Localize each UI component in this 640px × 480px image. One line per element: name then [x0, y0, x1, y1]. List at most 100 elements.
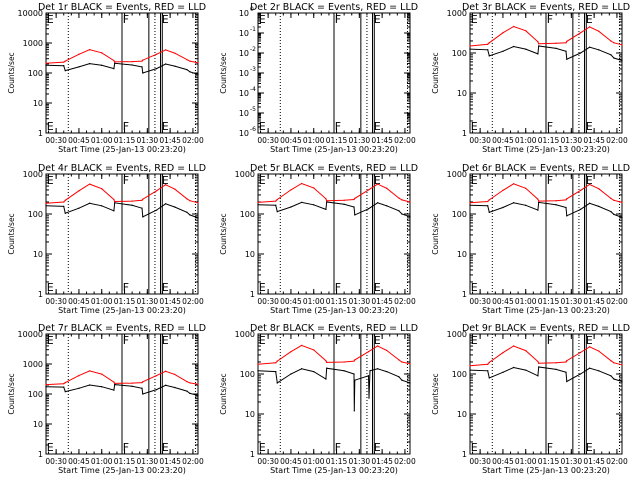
flag-letter-top: E [259, 174, 266, 187]
events-point [613, 213, 615, 215]
y-axis-label: Counts/sec [219, 52, 228, 93]
flag-letter-bottom: E [259, 281, 266, 294]
y-tick-label: 1000 [23, 170, 43, 179]
events-point [131, 64, 133, 66]
lld-point [513, 345, 515, 347]
lld-point [101, 373, 103, 375]
events-point [538, 45, 540, 47]
x-tick-label: 01:15 [538, 297, 560, 306]
events-point [610, 54, 612, 56]
events-point [131, 204, 133, 206]
y-axis-label: Counts/sec [219, 213, 228, 254]
flag-letter-top: E [374, 174, 381, 187]
flag-letter-bottom: E [374, 281, 381, 294]
lld-point [386, 187, 388, 189]
flag-letter-top: E [47, 334, 54, 347]
lld-point [538, 200, 540, 202]
events-point [354, 214, 356, 216]
y-tick-label: 1 [38, 290, 43, 299]
events-point [290, 373, 292, 375]
lld-point [89, 370, 91, 372]
y-tick-label: 100 [240, 210, 255, 219]
events-point [142, 72, 144, 74]
y-tick-label: 10 [239, 109, 249, 118]
x-tick-label: 01:00 [515, 136, 537, 145]
events-point [89, 63, 91, 65]
lld-point [401, 361, 403, 363]
events-point [189, 71, 191, 73]
lld-point [114, 200, 116, 203]
lld-point [63, 201, 65, 203]
flag-letter-bottom: E [47, 120, 54, 133]
lld-point [537, 360, 539, 363]
events-point [78, 66, 80, 68]
y-tick-label: 100 [452, 210, 467, 219]
detector-panel: Det 6r BLACK = Events, RED = LLD 1 10 100 10… [431, 163, 630, 315]
lld-point [354, 359, 356, 361]
events-point [469, 369, 471, 371]
y-tick-exponent: -3 [250, 66, 256, 73]
flag-letter-bottom: F [123, 441, 129, 454]
flag-letter-bottom: E [259, 120, 266, 133]
lld-point [367, 351, 370, 353]
events-point [409, 216, 411, 218]
lld-point [78, 53, 80, 55]
events-point [566, 58, 568, 60]
events-point [78, 207, 80, 209]
lld-point [165, 370, 167, 372]
events-point [579, 52, 582, 54]
lld-point [610, 197, 612, 199]
flag-letter-top: E [259, 334, 266, 347]
lld-point [165, 184, 167, 186]
flag-letter-top: E [259, 13, 266, 26]
x-tick-label: 01:00 [303, 136, 325, 145]
events-point [555, 47, 557, 49]
events-point [142, 216, 144, 218]
lld-point [598, 350, 600, 352]
y-tick-label: 1000 [235, 170, 255, 179]
events-point [114, 202, 116, 204]
lld-point [613, 199, 615, 201]
x-tick-label: 01:00 [91, 297, 113, 306]
events-point [401, 379, 403, 381]
lld-point [89, 183, 91, 185]
events-point [598, 205, 600, 207]
lld-point [487, 363, 489, 365]
lld-point [525, 350, 527, 352]
flag-letter-bottom: E [586, 120, 593, 133]
lld-point [101, 52, 103, 54]
lld-point [155, 190, 158, 192]
lld-point [197, 202, 199, 204]
flag-letter-bottom: E [162, 281, 169, 294]
events-point [469, 48, 471, 50]
lld-point [189, 382, 191, 384]
events-point [353, 373, 355, 375]
flag-letter-top: E [471, 334, 478, 347]
lld-point [290, 189, 292, 191]
events-point [343, 370, 345, 372]
lld-point [513, 25, 515, 28]
lld-point [566, 40, 568, 42]
events-point [353, 206, 355, 208]
lld-point [325, 360, 327, 362]
events-point [275, 371, 277, 373]
events-point [141, 207, 143, 209]
lld-point [301, 182, 303, 185]
events-point [189, 214, 191, 216]
events-series-line [257, 367, 411, 411]
lld-point [89, 49, 91, 51]
y-tick-exponent: -6 [250, 126, 256, 133]
detector-panel: Det 9r BLACK = Events, RED = LLD 1 10 100 10… [431, 323, 630, 475]
events-point [113, 210, 115, 212]
events-point [589, 46, 591, 48]
y-axis-label: Counts/sec [219, 373, 228, 414]
events-point [165, 384, 167, 386]
x-tick-label: 01:00 [91, 457, 113, 466]
events-point [186, 390, 188, 392]
lld-point [142, 198, 144, 200]
y-tick-label: 10 [239, 9, 249, 18]
events-point [301, 368, 303, 370]
x-tick-label: 01:45 [583, 457, 605, 466]
events-point [537, 53, 539, 55]
lld-point [525, 187, 527, 189]
